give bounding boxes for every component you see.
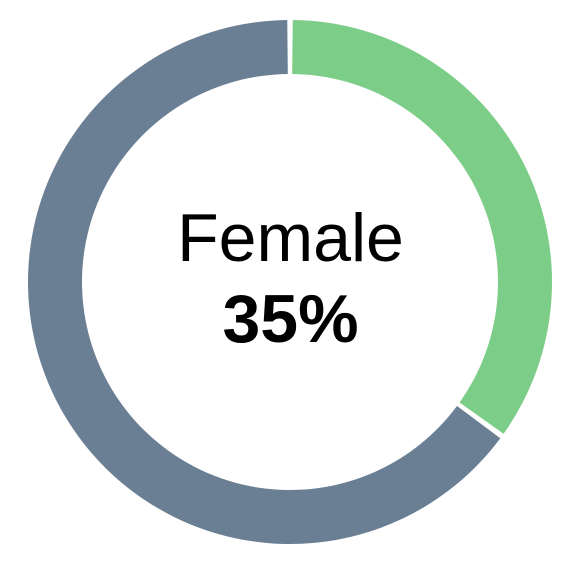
donut-slices [27, 20, 552, 545]
donut-slice-female [292, 20, 552, 434]
center-value-label: 35% [222, 281, 359, 357]
center-category-label: Female [177, 200, 404, 276]
